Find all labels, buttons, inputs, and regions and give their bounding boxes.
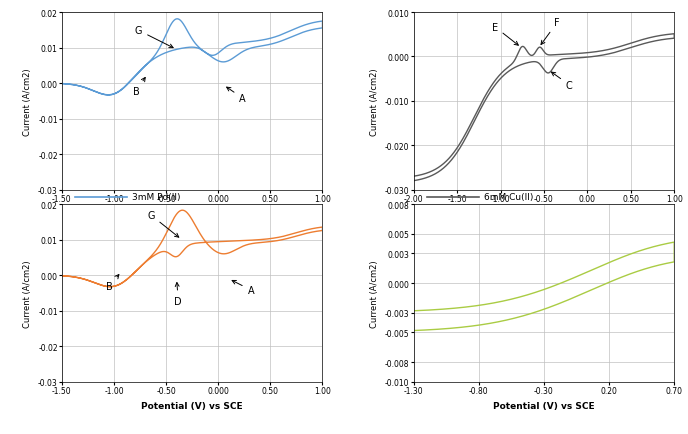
- Text: A: A: [226, 88, 246, 104]
- Text: C: C: [552, 73, 572, 90]
- X-axis label: Potential (V) vs SCE: Potential (V) vs SCE: [493, 209, 594, 218]
- X-axis label: Potential (V) vs SCE: Potential (V) vs SCE: [493, 401, 594, 410]
- Y-axis label: Current (A/cm2): Current (A/cm2): [23, 260, 32, 327]
- Text: E: E: [492, 23, 518, 46]
- Y-axis label: Current (A/cm2): Current (A/cm2): [370, 260, 379, 327]
- Text: B: B: [106, 275, 119, 292]
- Text: D: D: [175, 283, 182, 306]
- Text: F: F: [541, 18, 560, 46]
- Text: G: G: [135, 26, 173, 49]
- X-axis label: Potential (V) vs SCE: Potential (V) vs SCE: [142, 401, 243, 410]
- Text: B: B: [133, 78, 145, 97]
- Y-axis label: Current (A/cm2): Current (A/cm2): [23, 68, 32, 135]
- X-axis label: Potential (V) vs SCE: Potential (V) vs SCE: [142, 209, 243, 218]
- Text: A: A: [232, 281, 254, 295]
- Text: 6mM Cu(II): 6mM Cu(II): [484, 193, 533, 202]
- Text: G: G: [147, 211, 179, 238]
- Y-axis label: Current (A/cm2): Current (A/cm2): [370, 68, 379, 135]
- Text: 3mM Pd(II): 3mM Pd(II): [132, 193, 181, 202]
